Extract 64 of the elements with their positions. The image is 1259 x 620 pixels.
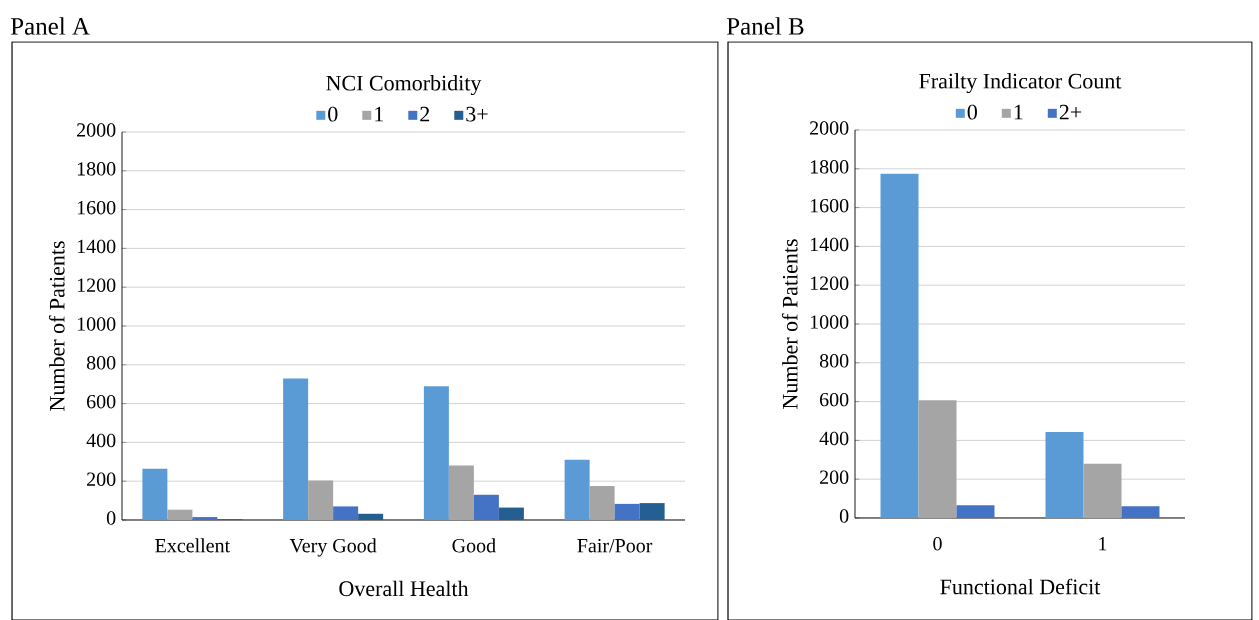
bar	[308, 480, 334, 520]
legend-label: 0	[328, 106, 338, 122]
y-tick-label: 800	[819, 354, 849, 368]
y-tick-label: 400	[819, 431, 849, 446]
bar	[639, 503, 665, 520]
bar	[918, 400, 957, 518]
legend-label: 1	[1014, 104, 1023, 120]
y-tick-label: 2000	[77, 123, 116, 137]
y-tick-label: 2000	[810, 121, 849, 135]
x-tick-label: Good	[452, 538, 496, 553]
legend-label: 0	[967, 104, 977, 120]
y-axis-title: Number of Patients	[48, 241, 65, 411]
bar	[880, 173, 919, 518]
x-tick-label: 1	[1099, 537, 1107, 551]
bar	[589, 486, 615, 520]
bar	[956, 505, 995, 518]
bar	[333, 506, 359, 520]
legend-title: NCI Comorbidity	[326, 75, 482, 96]
bar	[358, 513, 384, 520]
y-tick-label: 600	[820, 392, 849, 407]
x-tick-label: Fair/Poor	[577, 538, 653, 553]
bar	[283, 378, 309, 520]
y-tick-label: 1000	[77, 317, 116, 331]
bar	[564, 459, 590, 520]
bar	[142, 468, 168, 520]
legend-label: 2	[420, 106, 430, 122]
legend-label: 3+	[466, 106, 488, 122]
y-tick-label: 1600	[810, 198, 849, 213]
bar	[614, 503, 640, 520]
y-tick-label: 1200	[77, 278, 116, 292]
y-tick-label: 1600	[77, 200, 116, 215]
bar	[498, 507, 524, 520]
bar	[1045, 432, 1084, 518]
legend-label: 2+	[1059, 104, 1082, 120]
x-tick-label: Excellent	[155, 538, 231, 553]
y-tick-label: 600	[87, 394, 116, 409]
x-axis-title: Functional Deficit	[940, 578, 1101, 595]
bar	[1121, 506, 1160, 518]
x-tick-label: Very Good	[289, 538, 377, 557]
y-axis-title: Number of Patients	[781, 239, 798, 409]
y-tick-label: 1400	[810, 237, 849, 252]
chart-title: Panel A	[10, 17, 90, 35]
y-tick-label: 1400	[77, 239, 116, 254]
y-tick-label: 800	[86, 356, 116, 370]
bar	[423, 386, 449, 520]
y-tick-label: 1200	[810, 276, 849, 290]
bar	[473, 494, 499, 520]
y-tick-label: 400	[86, 433, 116, 448]
bar	[448, 465, 474, 520]
y-tick-label: 0	[106, 511, 116, 525]
y-tick-label: 1000	[810, 315, 849, 329]
y-tick-label: 0	[839, 509, 849, 523]
legend-label: 1	[375, 106, 383, 122]
bar	[192, 517, 218, 520]
legend-title: Frailty Indicator Count	[919, 73, 1122, 94]
bar	[1083, 463, 1122, 518]
y-tick-label: 1800	[810, 160, 849, 174]
x-axis-title: Overall Health	[339, 580, 469, 597]
y-tick-label: 200	[87, 472, 116, 486]
y-tick-label: 1800	[77, 162, 116, 176]
x-tick-label: 0	[933, 536, 942, 551]
y-tick-label: 200	[820, 470, 849, 484]
chart-title: Panel B	[726, 17, 804, 35]
bar	[167, 509, 193, 520]
